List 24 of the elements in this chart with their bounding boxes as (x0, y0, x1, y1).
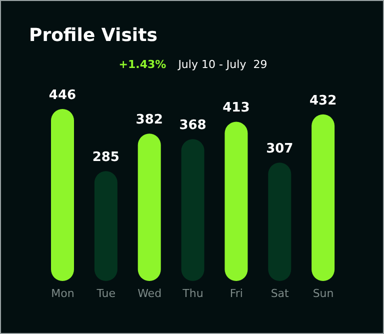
x-tick-label: Thu (182, 286, 204, 300)
bar (312, 114, 335, 281)
x-tick-label: Sat (270, 286, 290, 300)
bar (138, 134, 161, 281)
chart-title: Profile Visits (29, 25, 158, 46)
bar (268, 162, 292, 281)
text: +1.43% (118, 58, 166, 71)
x-tick-label: Wed (138, 286, 162, 300)
x-tick-label: Tue (96, 286, 116, 300)
bar (51, 109, 74, 281)
data-label: 432 (310, 93, 337, 108)
bar (181, 139, 204, 281)
x-tick-label: Sun (312, 286, 334, 300)
data-label: 413 (222, 100, 250, 116)
chart-subtitle: July 10 - July 29 (178, 58, 268, 71)
data-label: 446 (48, 88, 76, 103)
bar (224, 122, 248, 281)
data-label: 307 (266, 142, 294, 157)
x-tick-label: Mon (51, 286, 74, 300)
data-label: 285 (92, 150, 120, 166)
data-label: 368 (179, 118, 206, 134)
bar (94, 171, 118, 281)
x-tick-label: Fri (230, 286, 243, 300)
data-label: 382 (136, 112, 163, 128)
